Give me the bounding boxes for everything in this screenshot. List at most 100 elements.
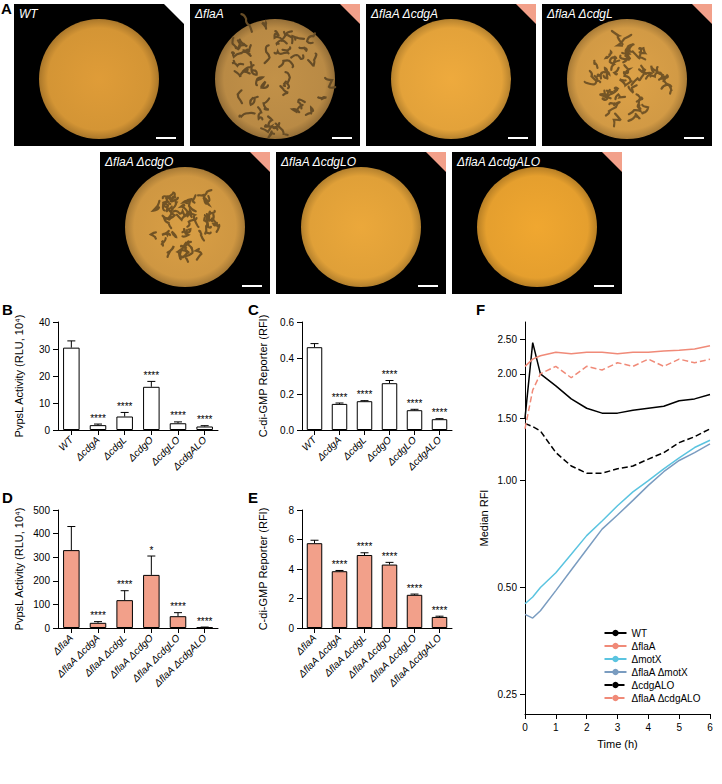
svg-text:****: **** — [90, 610, 106, 621]
svg-text:8: 8 — [288, 505, 294, 516]
svg-text:WT: WT — [631, 628, 647, 639]
svg-text:WT: WT — [56, 433, 75, 452]
svg-text:6: 6 — [707, 722, 713, 733]
svg-text:4: 4 — [646, 722, 652, 733]
svg-text:****: **** — [382, 551, 398, 562]
svg-text:WT: WT — [19, 7, 39, 21]
svg-text:ΔcdgA: ΔcdgA — [314, 434, 344, 464]
svg-text:D: D — [2, 489, 13, 506]
svg-text:A: A — [1, 0, 12, 17]
svg-text:ΔcdgLO: ΔcdgLO — [148, 434, 182, 468]
svg-text:2: 2 — [288, 593, 294, 604]
svg-text:ΔcdgL: ΔcdgL — [340, 434, 369, 463]
svg-text:ΔflaA ΔcdgO: ΔflaA ΔcdgO — [345, 632, 394, 681]
svg-text:****: **** — [332, 559, 348, 570]
svg-text:2.50: 2.50 — [498, 334, 518, 345]
svg-text:500: 500 — [33, 505, 50, 516]
svg-text:6: 6 — [288, 534, 294, 545]
svg-text:0.50: 0.50 — [498, 582, 518, 593]
svg-text:PvpsL Activity (RLU, 10⁴): PvpsL Activity (RLU, 10⁴) — [13, 508, 25, 631]
svg-text:****: **** — [90, 413, 106, 424]
svg-text:Time (h): Time (h) — [597, 738, 638, 750]
svg-text:****: **** — [407, 583, 423, 594]
svg-text:****: **** — [170, 601, 186, 612]
svg-text:0: 0 — [288, 623, 294, 634]
svg-text:4: 4 — [288, 564, 294, 575]
svg-text:10: 10 — [39, 398, 51, 409]
svg-text:ΔcdgA: ΔcdgA — [73, 434, 103, 464]
svg-text:0.2: 0.2 — [280, 389, 294, 400]
svg-text:****: **** — [332, 392, 348, 403]
svg-text:****: **** — [197, 414, 213, 425]
svg-text:ΔflaA ΔcdgALO: ΔflaA ΔcdgALO — [151, 632, 208, 689]
svg-text:ΔcdgO: ΔcdgO — [364, 434, 394, 464]
svg-text:F: F — [476, 301, 485, 318]
svg-text:0.25: 0.25 — [498, 689, 518, 700]
svg-text:ΔflaA ΔcdgO: ΔflaA ΔcdgO — [104, 155, 173, 169]
svg-text:ΔflaA ΔcdgLO: ΔflaA ΔcdgLO — [130, 632, 182, 684]
svg-text:0: 0 — [522, 722, 528, 733]
svg-text:****: **** — [407, 398, 423, 409]
svg-text:0.4: 0.4 — [280, 353, 294, 364]
svg-text:C-di-GMP Reporter (RFI): C-di-GMP Reporter (RFI) — [257, 315, 269, 438]
svg-text:100: 100 — [33, 599, 50, 610]
svg-text:2.00: 2.00 — [498, 368, 518, 379]
svg-text:ΔcdgALO: ΔcdgALO — [631, 680, 674, 691]
svg-text:ΔflaA ΔcdgA: ΔflaA ΔcdgA — [370, 7, 438, 21]
svg-text:ΔflaA: ΔflaA — [631, 641, 655, 652]
svg-text:PvpsL Activity (RLU, 10⁴): PvpsL Activity (RLU, 10⁴) — [13, 315, 25, 438]
svg-text:0.6: 0.6 — [280, 317, 294, 328]
svg-text:ΔflaA ΔcdgALO: ΔflaA ΔcdgALO — [456, 155, 540, 169]
svg-text:****: **** — [432, 605, 448, 616]
svg-text:1: 1 — [553, 722, 559, 733]
svg-text:****: **** — [382, 369, 398, 380]
svg-text:ΔflaA ΔcdgLO: ΔflaA ΔcdgLO — [366, 632, 419, 684]
svg-text:ΔflaA ΔcdgA: ΔflaA ΔcdgA — [54, 632, 102, 680]
svg-text:ΔcdgO: ΔcdgO — [125, 434, 156, 464]
svg-text:****: **** — [197, 616, 213, 627]
svg-text:2: 2 — [584, 722, 590, 733]
svg-text:30: 30 — [39, 344, 51, 355]
svg-text:E: E — [248, 489, 258, 506]
svg-text:****: **** — [357, 541, 373, 552]
svg-text:1.00: 1.00 — [498, 475, 518, 486]
svg-text:ΔflaA ΔcdgA: ΔflaA ΔcdgA — [296, 632, 344, 680]
svg-text:0: 0 — [44, 425, 50, 436]
svg-text:200: 200 — [33, 575, 50, 586]
svg-text:ΔcdgL: ΔcdgL — [100, 434, 129, 463]
svg-text:ΔflaA ΔmotX: ΔflaA ΔmotX — [631, 667, 687, 678]
svg-text:0.0: 0.0 — [280, 425, 294, 436]
svg-text:0: 0 — [44, 623, 50, 634]
svg-text:ΔcdgALO: ΔcdgALO — [405, 434, 444, 473]
svg-text:ΔflaA ΔcdgL: ΔflaA ΔcdgL — [82, 632, 129, 679]
svg-text:C-di-GMP Reporter (RFI): C-di-GMP Reporter (RFI) — [257, 508, 269, 631]
svg-text:ΔflaA ΔcdgL: ΔflaA ΔcdgL — [546, 7, 613, 21]
svg-text:ΔflaA ΔcdgO: ΔflaA ΔcdgO — [107, 632, 156, 681]
svg-text:ΔflaA: ΔflaA — [50, 632, 76, 657]
svg-text:****: **** — [117, 401, 133, 412]
svg-text:ΔflaA ΔcdgALO: ΔflaA ΔcdgALO — [631, 693, 700, 704]
svg-text:ΔmotX: ΔmotX — [631, 654, 661, 665]
svg-text:400: 400 — [33, 528, 50, 539]
svg-text:*: * — [149, 545, 153, 556]
svg-text:5: 5 — [676, 722, 682, 733]
svg-text:ΔflaA ΔcdgALO: ΔflaA ΔcdgALO — [386, 632, 443, 689]
svg-text:ΔcdgLO: ΔcdgLO — [385, 434, 419, 468]
svg-text:WT: WT — [300, 433, 319, 452]
svg-text:****: **** — [170, 410, 186, 421]
svg-text:****: **** — [117, 579, 133, 590]
svg-text:B: B — [2, 301, 13, 318]
svg-text:ΔflaA: ΔflaA — [194, 7, 224, 21]
svg-text:300: 300 — [33, 552, 50, 563]
svg-text:ΔflaA ΔcdgL: ΔflaA ΔcdgL — [322, 632, 369, 679]
svg-text:****: **** — [144, 370, 160, 381]
svg-text:****: **** — [432, 407, 448, 418]
svg-text:****: **** — [357, 389, 373, 400]
svg-text:20: 20 — [39, 371, 51, 382]
svg-text:40: 40 — [39, 317, 51, 328]
svg-text:ΔcdgALO: ΔcdgALO — [170, 434, 209, 473]
svg-text:1.50: 1.50 — [498, 413, 518, 424]
svg-text:Median RFI: Median RFI — [478, 490, 490, 547]
svg-text:3: 3 — [615, 722, 621, 733]
svg-text:ΔflaA ΔcdgLO: ΔflaA ΔcdgLO — [280, 155, 356, 169]
